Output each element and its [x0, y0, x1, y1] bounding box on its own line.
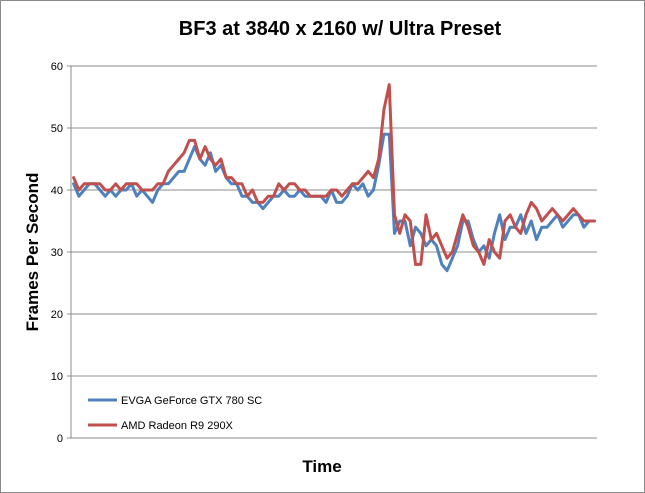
x-axis-title: Time	[302, 457, 341, 476]
series-line-2	[72, 83, 596, 266]
legend-label: EVGA GeForce GTX 780 SC	[121, 395, 262, 407]
legend: EVGA GeForce GTX 780 SC AMD Radeon R9 290…	[88, 395, 262, 432]
legend-label: AMD Radeon R9 290X	[121, 420, 234, 432]
series-line-1	[72, 132, 596, 273]
y-tick-label: 40	[51, 185, 63, 197]
y-axis-title: Frames Per Second	[23, 173, 42, 332]
tick-labels: 0 10 20 30 40 50 60	[51, 61, 63, 445]
y-tick-label: 10	[51, 371, 63, 383]
y-tick-label: 60	[51, 61, 63, 73]
series-lines	[72, 83, 596, 273]
y-tick-label: 0	[57, 433, 63, 445]
chart-title: BF3 at 3840 x 2160 w/ Ultra Preset	[179, 18, 502, 40]
y-tick-label: 20	[51, 309, 63, 321]
y-tick-label: 30	[51, 247, 63, 259]
gridlines	[71, 65, 597, 377]
axes	[67, 65, 597, 439]
y-tick-label: 50	[51, 123, 63, 135]
